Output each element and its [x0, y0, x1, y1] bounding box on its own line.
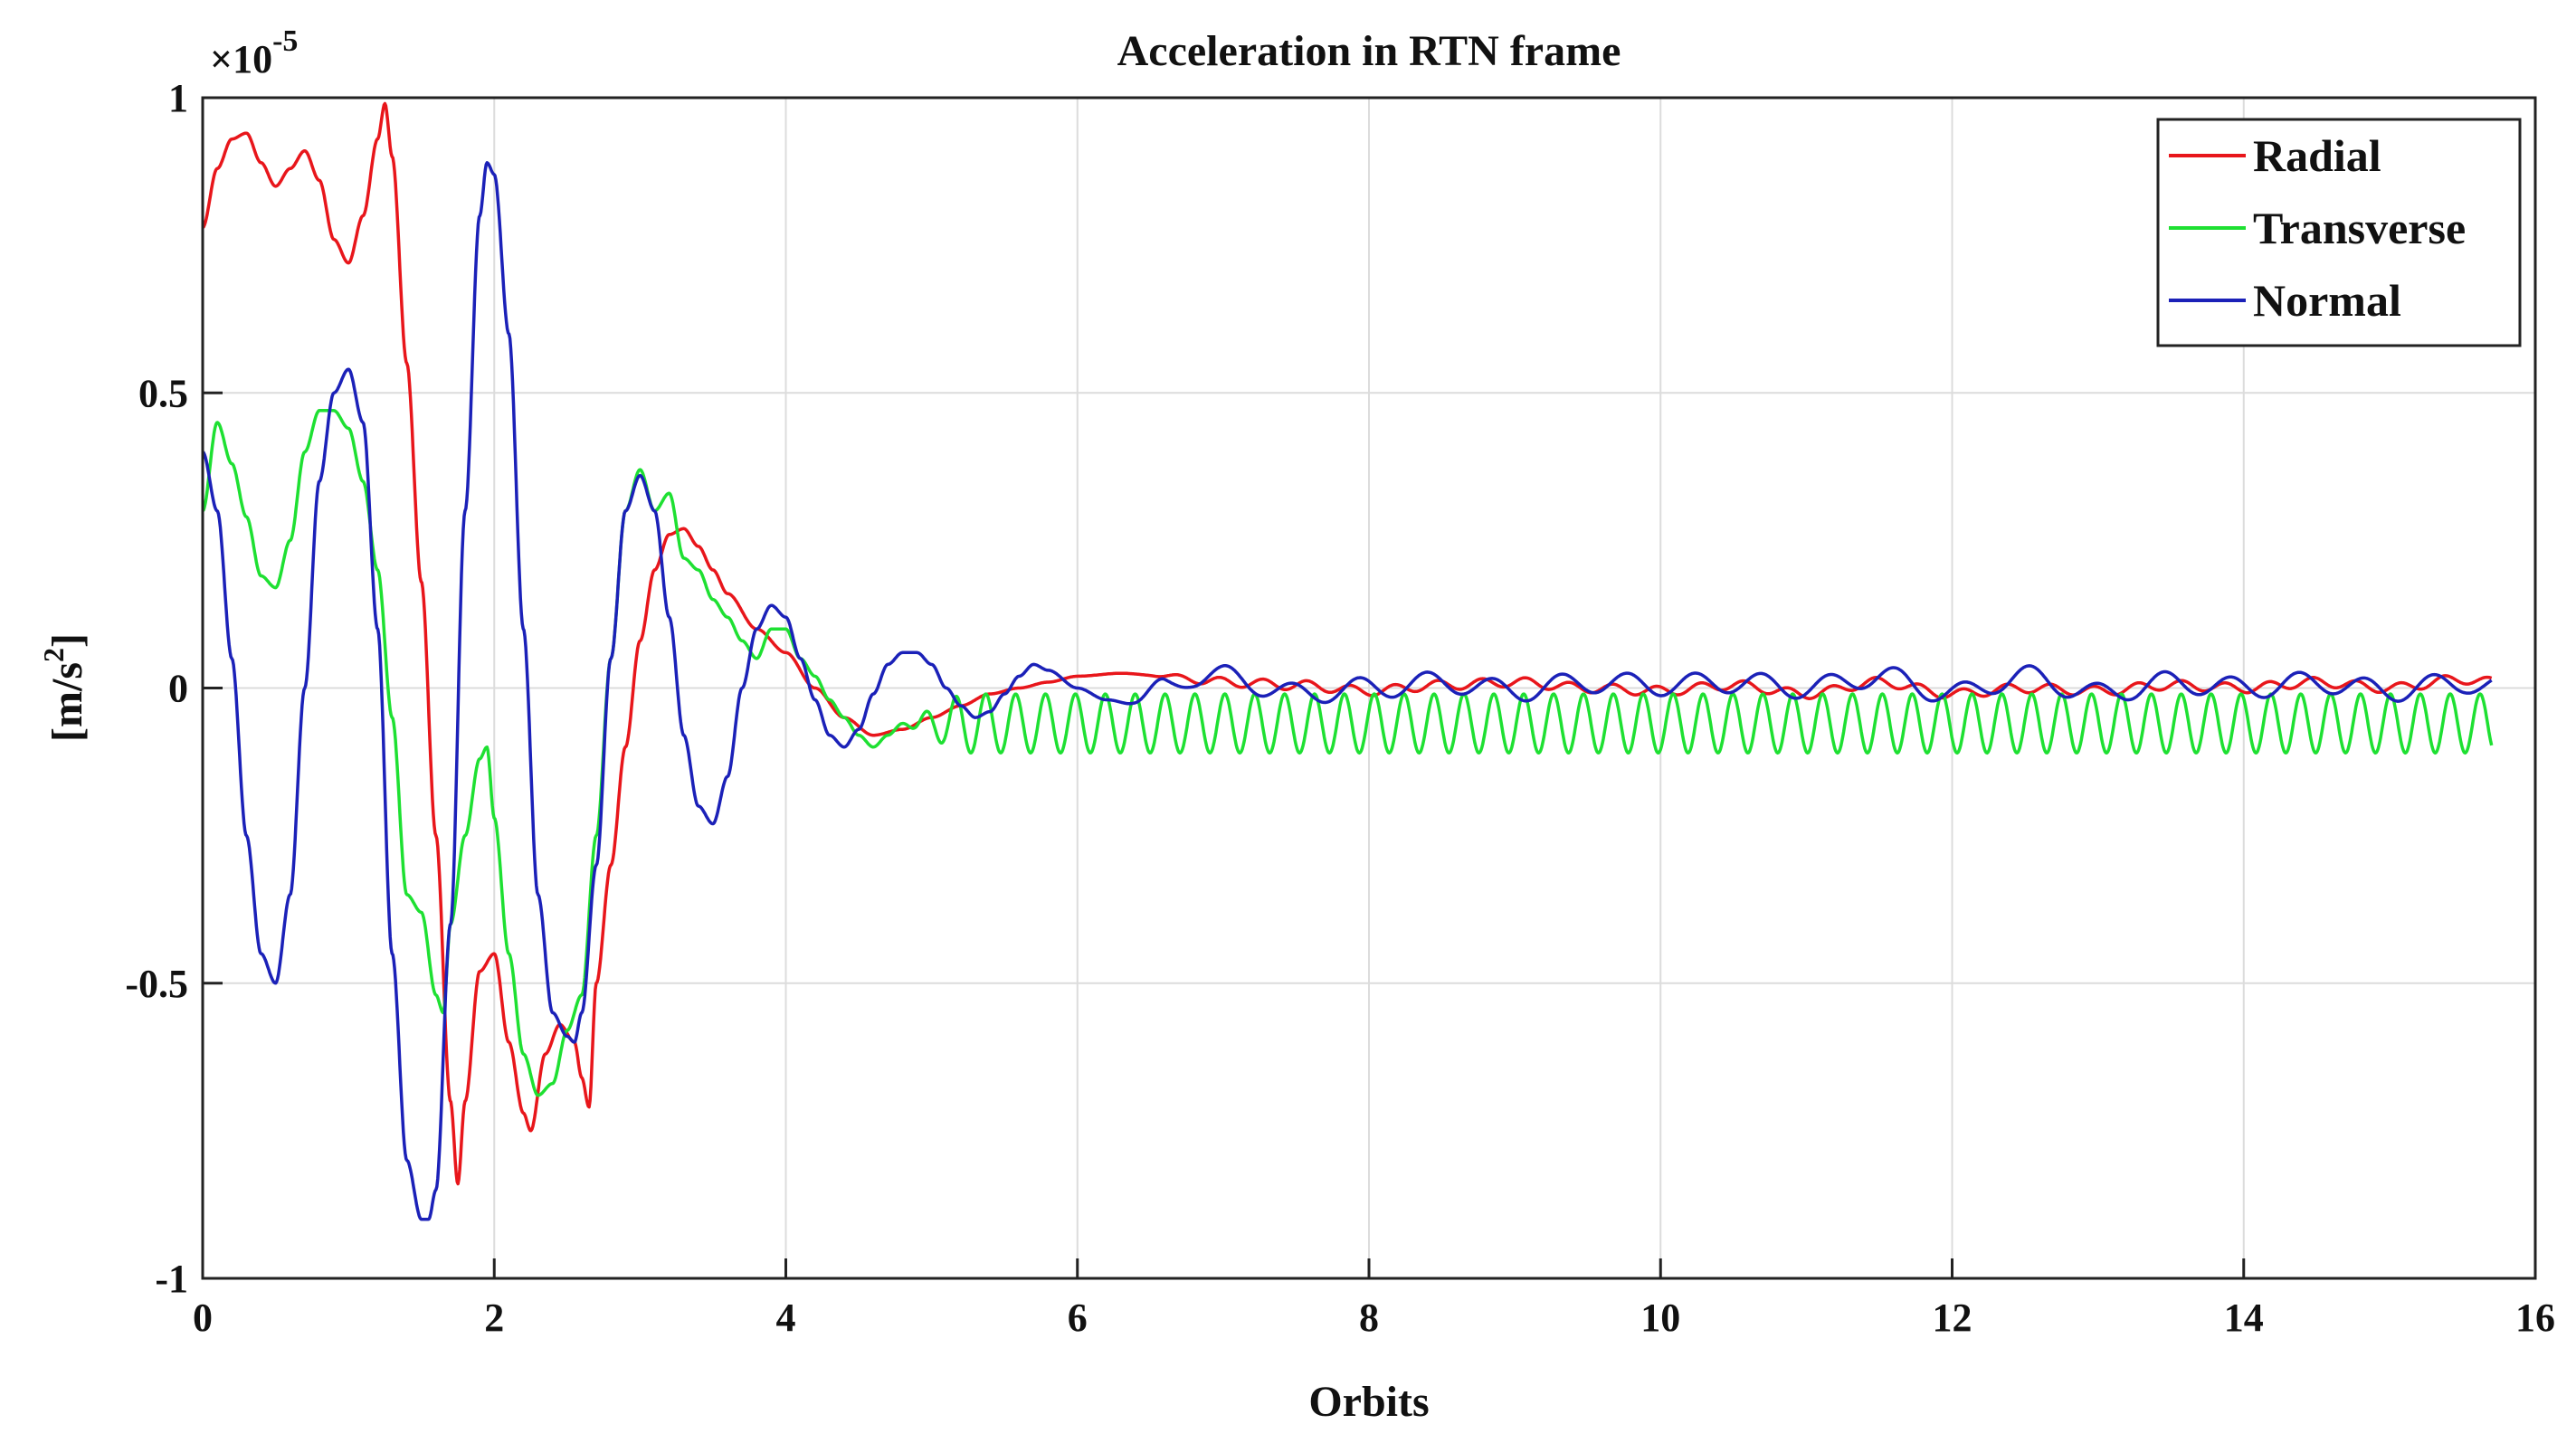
svg-text:×10-5: ×10-5	[210, 24, 298, 81]
x-tick-label: 8	[1359, 1296, 1379, 1340]
y-multiplier-exponent: -5	[272, 24, 298, 58]
legend-label-radial: Radial	[2253, 130, 2381, 181]
x-tick-label: 0	[193, 1296, 213, 1340]
x-axis-title: Orbits	[1308, 1378, 1429, 1426]
x-tick-label: 16	[2515, 1296, 2555, 1340]
x-tick-label: 10	[1640, 1296, 1680, 1340]
y-tick-label: 1	[168, 76, 188, 120]
x-tick-label: 14	[2224, 1296, 2264, 1340]
series-layer	[201, 101, 2494, 1221]
series-line-normal	[201, 161, 2493, 1221]
x-tick-label: 4	[776, 1296, 796, 1340]
y-tick-label: -0.5	[125, 962, 188, 1006]
y-tick-label: -1	[155, 1257, 188, 1301]
legend: Radial Transverse Normal	[2156, 118, 2522, 347]
y-axis-title: [m/s2]	[37, 633, 91, 742]
y-axis-title-main: [m/s	[43, 662, 91, 742]
legend-label-normal: Normal	[2253, 275, 2401, 326]
tick-layer: 0 2 4 6 8 10 12 14 16 -1 -0.5 0 0.5 1	[125, 76, 2555, 1340]
y-multiplier: ×10-5	[210, 24, 298, 81]
y-axis-title-sup: 2	[37, 648, 70, 662]
y-tick-label: 0	[168, 667, 188, 711]
y-axis-title-end: ]	[43, 633, 91, 648]
legend-label-transverse: Transverse	[2253, 203, 2466, 253]
series-line-radial	[202, 101, 2493, 1186]
svg-text:[m/s2]: [m/s2]	[37, 633, 91, 742]
y-multiplier-base: ×10	[210, 37, 272, 81]
series-line-transverse	[201, 409, 2494, 1097]
x-tick-label: 2	[484, 1296, 504, 1340]
y-tick-label: 0.5	[138, 371, 188, 415]
chart-title: Acceleration in RTN frame	[1117, 27, 1621, 75]
x-tick-label: 6	[1068, 1296, 1088, 1340]
x-tick-label: 12	[1933, 1296, 1972, 1340]
